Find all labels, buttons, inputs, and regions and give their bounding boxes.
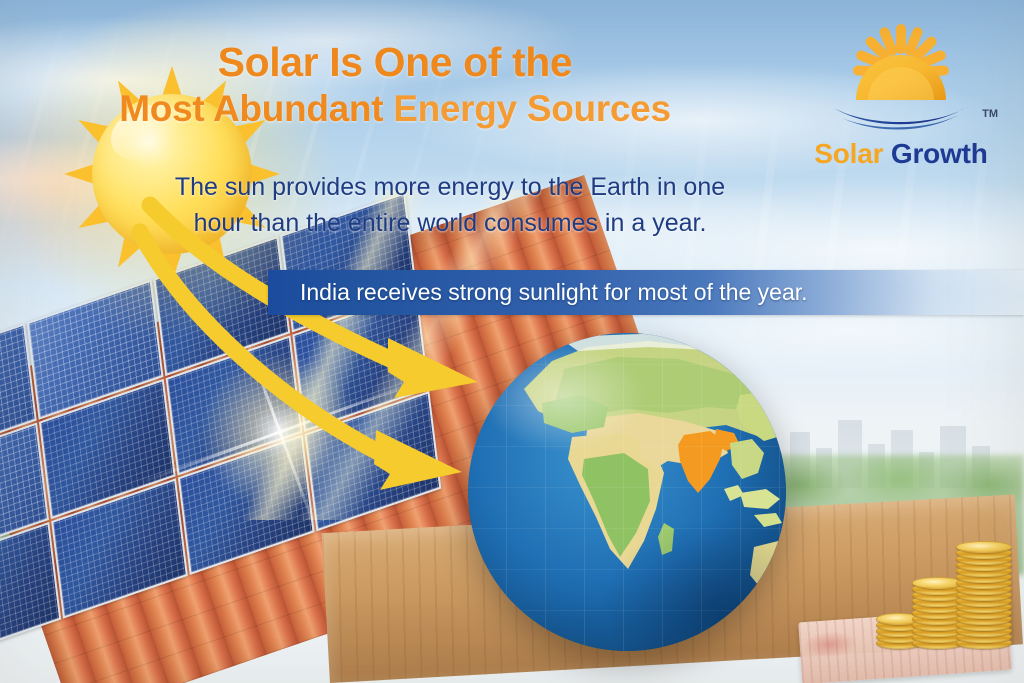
headline-line-2: Most Abundant Energy Sources xyxy=(0,86,790,131)
brand-logo[interactable]: TM Solar Growth xyxy=(798,22,1004,174)
brand-word-growth: Growth xyxy=(890,138,988,169)
headline-line-2-strong: Most Abundant xyxy=(119,87,384,129)
brand-wordmark: Solar Growth xyxy=(798,138,1004,170)
coin-stack-small xyxy=(876,605,922,649)
coin-stack-large xyxy=(956,523,1012,649)
subtitle-block: The sun provides more energy to the Eart… xyxy=(120,170,780,241)
coin-stack-medium xyxy=(912,565,964,649)
headline-line-2-light: Energy Sources xyxy=(383,87,671,129)
highlight-banner: India receives strong sunlight for most … xyxy=(268,270,1024,315)
subtitle-line-2: hour than the entire world consumes in a… xyxy=(193,208,707,237)
subtitle-line-1: The sun provides more energy to the Eart… xyxy=(174,173,726,201)
headline-line-1: Solar Is One of the xyxy=(217,39,573,85)
headline-block: Solar Is One of the Most Abundant Energy… xyxy=(0,39,790,131)
globe-map-svg xyxy=(468,333,786,651)
highlight-banner-text: India receives strong sunlight for most … xyxy=(300,279,808,305)
rising-sun-logo-icon xyxy=(834,24,968,130)
trademark-symbol: TM xyxy=(982,108,998,120)
earth-globe xyxy=(468,333,786,651)
brand-word-solar: Solar xyxy=(814,138,884,169)
